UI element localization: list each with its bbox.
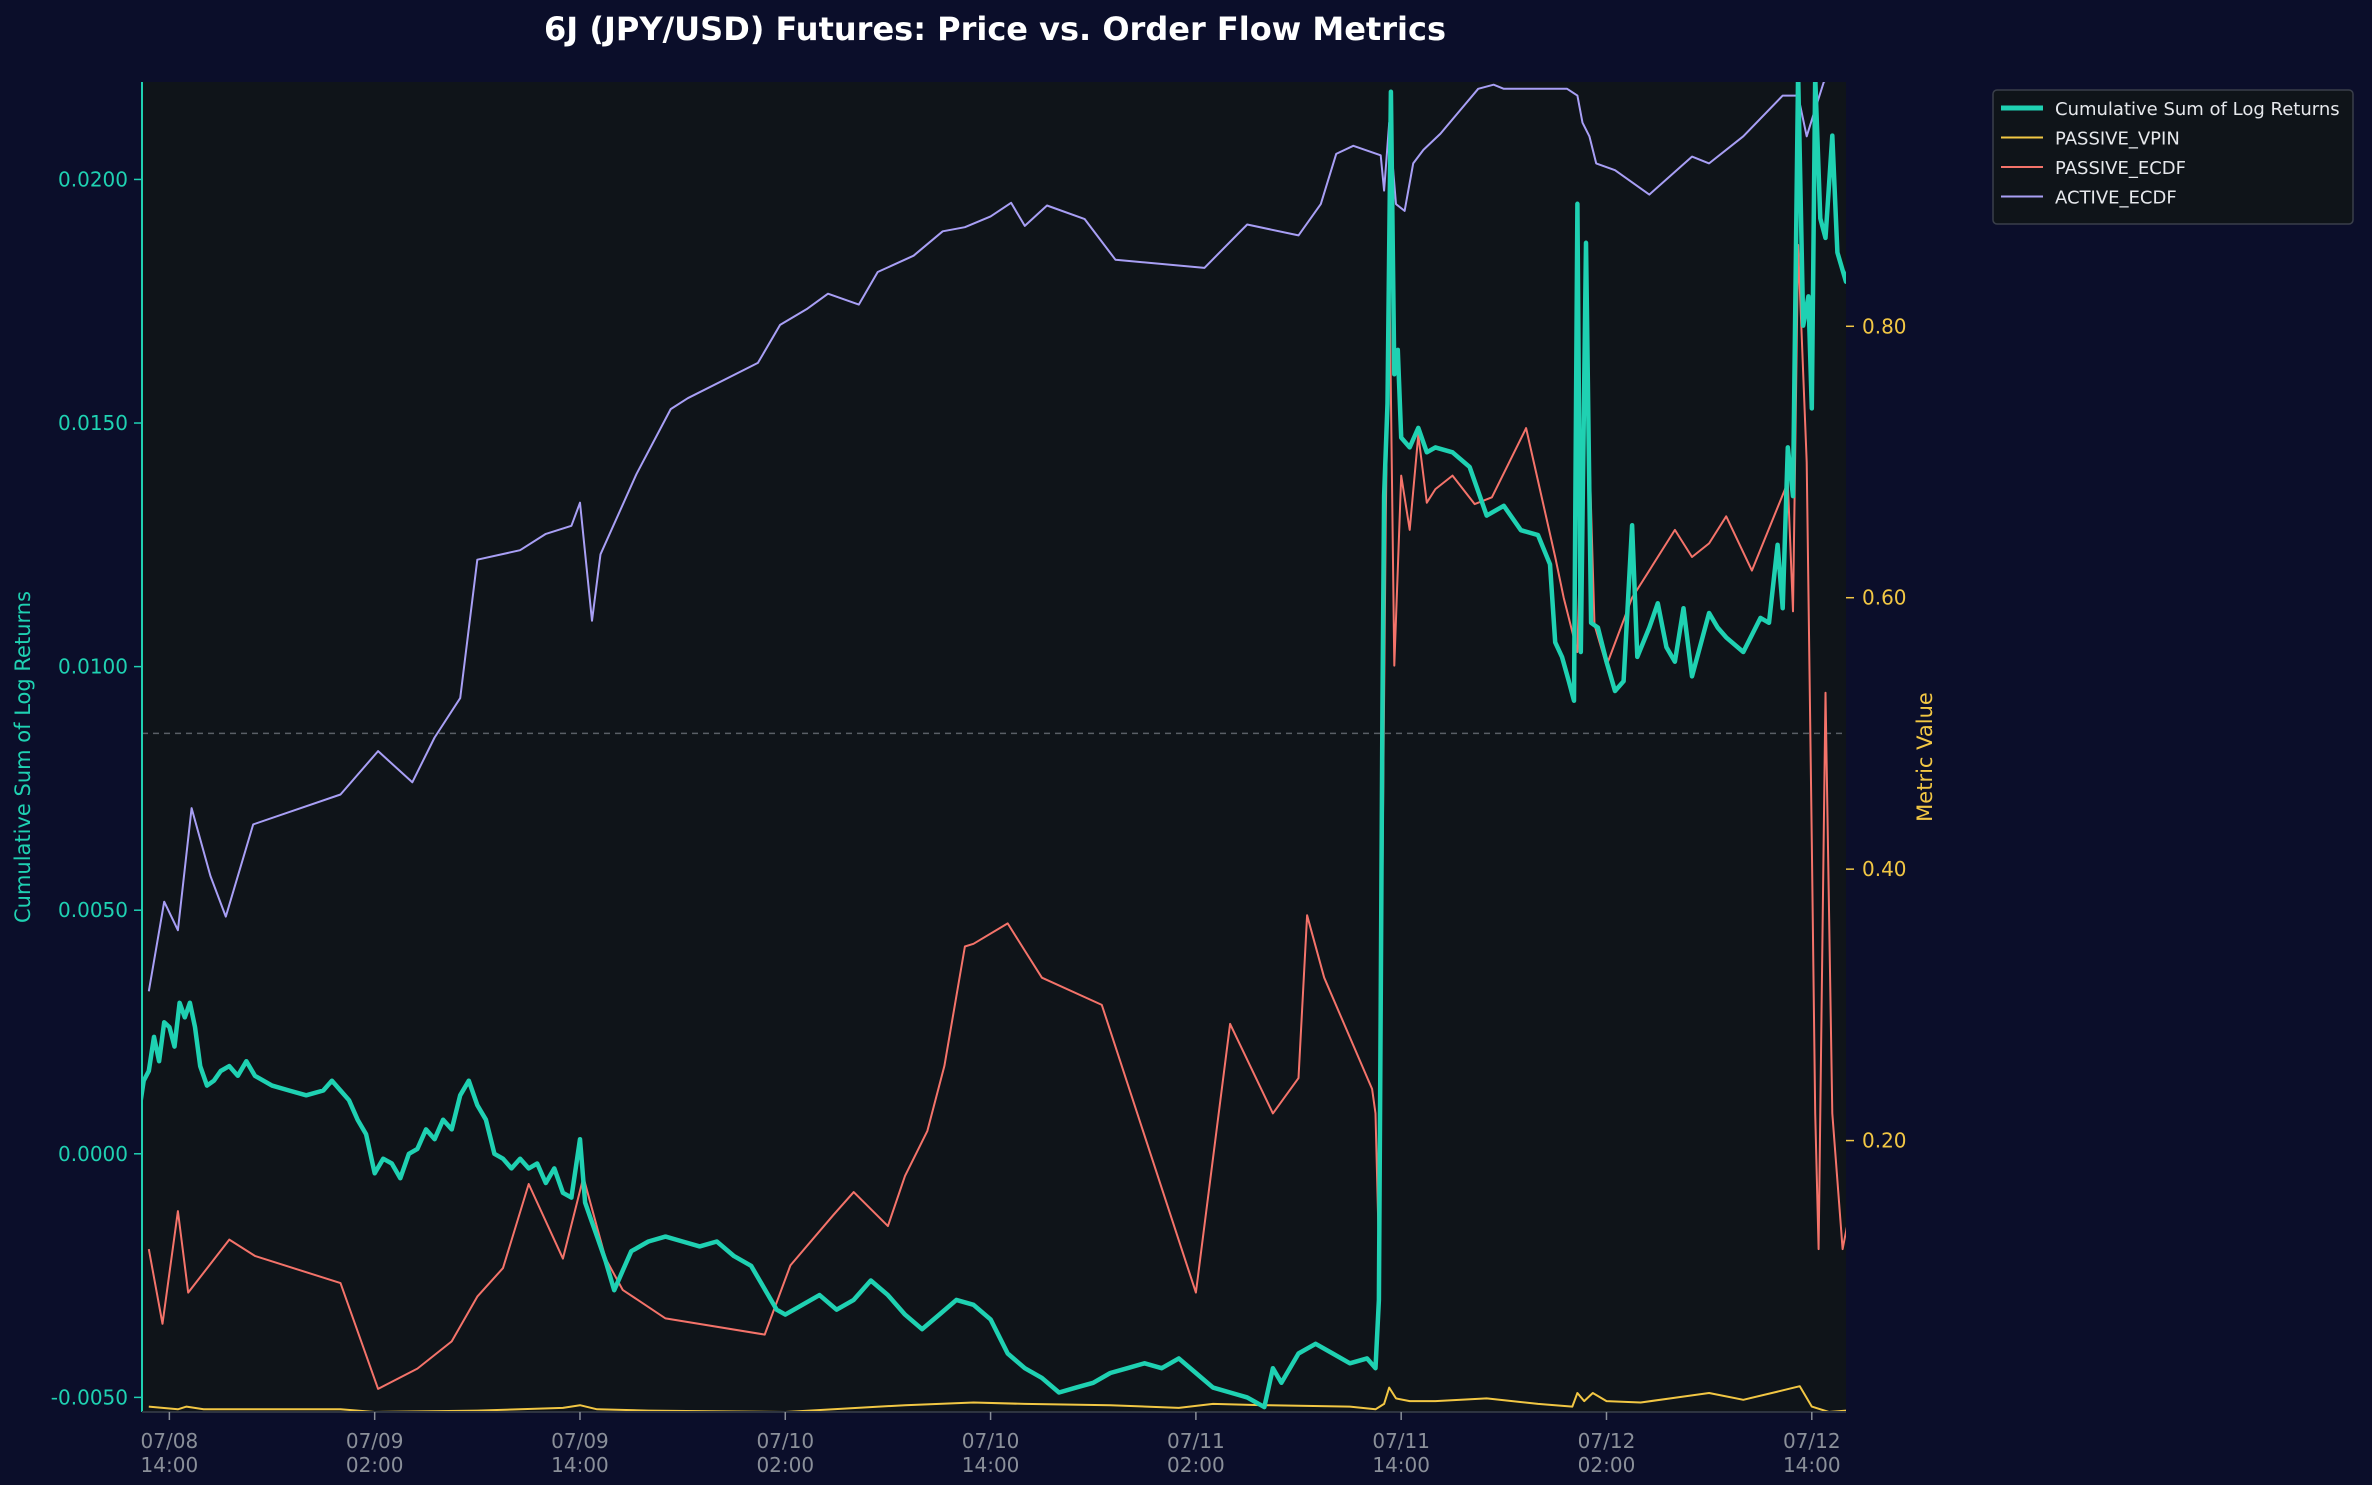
legend-entries: Cumulative Sum of Log Returns PASSIVE_VPI…: [2001, 99, 2340, 209]
legend-label-passive-ecdf: PASSIVE_ECDF: [2055, 158, 2186, 179]
legend: Cumulative Sum of Log Returns PASSIVE_VPI…: [1992, 89, 2354, 225]
x-tick-label: 07/09 02:00: [346, 1429, 404, 1477]
x-tick-label: 07/11 02:00: [1167, 1429, 1225, 1477]
series-line-active-ecdf: [147, 82, 1826, 992]
right-tick-label: 0.40: [1862, 857, 1907, 881]
left-tick-label: 0.0000: [58, 1142, 128, 1166]
left-tick-label: 0.0200: [58, 167, 128, 191]
legend-label-active-ecdf: ACTIVE_ECDF: [2055, 188, 2177, 209]
x-tick-label: 07/11 14:00: [1372, 1429, 1430, 1477]
right-tick-label: 0.60: [1862, 586, 1907, 610]
series-line-cumulative-sum-of-log-returns: [142, 82, 1846, 1410]
left-tick-label: 0.0050: [58, 898, 128, 922]
x-tick-label: 07/10 14:00: [962, 1429, 1020, 1477]
right-axis-label: Metric Value: [1913, 692, 1937, 822]
left-tick-label: -0.0050: [51, 1385, 128, 1409]
x-tick-label: 07/12 02:00: [1578, 1429, 1636, 1477]
left-tick-label: 0.0100: [58, 655, 128, 679]
x-tick-label: 07/10 02:00: [756, 1429, 814, 1477]
legend-label-cumulative-sum-of-log-returns: Cumulative Sum of Log Returns: [2055, 99, 2340, 120]
right-tick-label: 0.80: [1862, 314, 1907, 338]
x-tick-label: 07/12 14:00: [1783, 1429, 1841, 1477]
plot-area: [142, 82, 1846, 1412]
legend-label-passive-vpin: PASSIVE_VPIN: [2055, 129, 2180, 150]
x-tick-label: 07/09 14:00: [551, 1429, 609, 1477]
legend-box: [1992, 89, 2354, 225]
axes-layer: -0.0050 0.0000 0.0050 0.0100 0.0150 0.0200 0.2…: [51, 82, 1907, 1477]
series-line-passive-vpin: [148, 1385, 1846, 1412]
series-layer: [142, 82, 1846, 1412]
right-tick-label: 0.20: [1862, 1129, 1907, 1153]
series-line-passive-ecdf: [147, 243, 1846, 1390]
left-axis-label: Cumulative Sum of Log Returns: [11, 591, 35, 923]
chart-title: 6J (JPY/USD) Futures: Price vs. Order Fl…: [544, 10, 1446, 48]
x-tick-label: 07/08 14:00: [141, 1429, 199, 1477]
left-tick-label: 0.0150: [58, 411, 128, 435]
